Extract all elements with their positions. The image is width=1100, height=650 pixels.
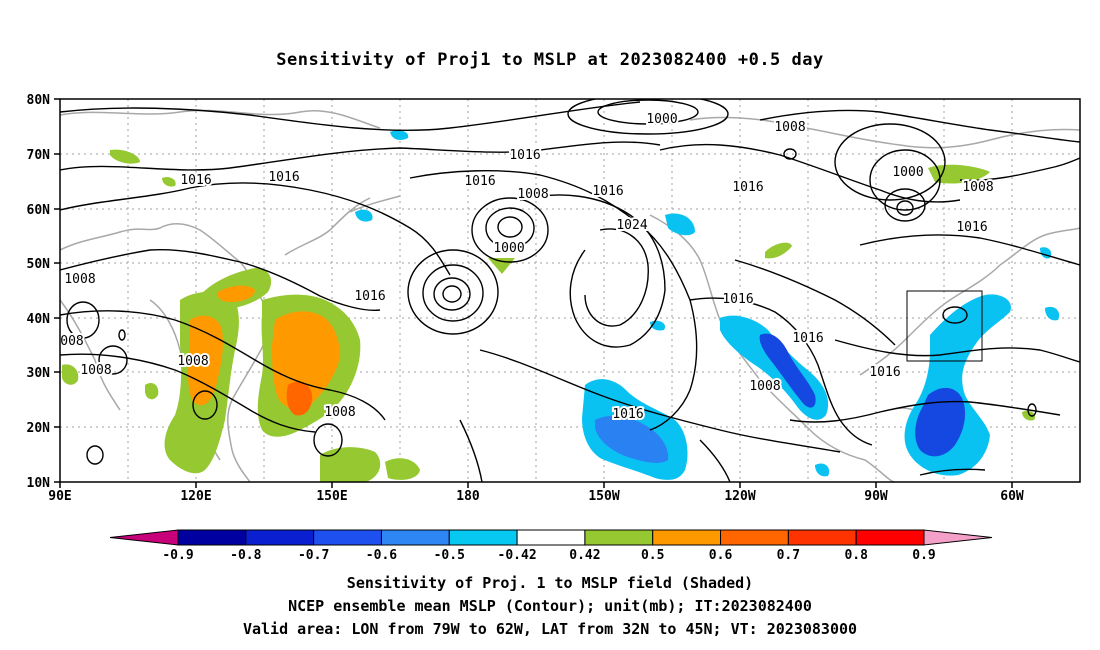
ticks [54,98,1013,488]
isobar-label: 1016 [268,170,299,185]
shade-blue-central-pacific [595,415,669,463]
isobar-label: 1008 [774,120,805,135]
shade-cyan-small-6 [1045,306,1060,321]
colorbar-segment [923,529,993,546]
isobar-label: 1008 [80,363,111,378]
shade-orange-south-china [188,315,223,406]
isobar-label: 1000 [493,241,524,256]
valid-area-box [906,290,983,362]
map-title: Sensitivity of Proj1 to MSLP at 20230824… [276,50,824,70]
colorbar-label: -0.42 [498,548,537,563]
isobar-label: 1016 [722,292,753,307]
colorbar-segment [584,529,654,546]
colorbar-label: 0.42 [569,548,600,563]
isobar-label: 1016 [732,180,763,195]
shade-cyan-small-7 [815,463,830,477]
shade-green-small-3 [62,364,79,385]
shade-green-small-1 [385,458,420,480]
isobar-label: 1008 [177,354,208,369]
colorbar-label: 0.5 [641,548,664,563]
colorbar-label: -0.9 [162,548,193,563]
isobar-label: 1016 [509,148,540,163]
lon-label-90e: 90E [48,489,71,504]
shade-green-south-pacific [320,447,381,482]
shade-green-small-4 [110,149,140,164]
shade-darkorange-west-pacific [286,381,313,416]
shade-blue-mexico-coast [759,333,816,408]
isobar-labels: 1000 1008 1016 1016 1016 1008 1000 1016 … [60,110,996,424]
shade-orange-japan [217,285,255,302]
colorbar: -0.9 -0.8 -0.7 -0.6 -0.5 -0.42 0.42 0.5 0.6 0.7 0.… [109,529,993,563]
isobar-label: 1008 [64,272,95,287]
colorbar-segment [787,529,857,546]
lon-label-120w: 120W [724,489,755,504]
colorbar-segment [516,529,586,546]
isobar-label: 1016 [180,173,211,188]
colorbar-segment [313,529,382,546]
lat-labels: 80N 70N 60N 50N 40N 30N 20N 10N [27,93,51,491]
lat-label-20n: 20N [27,421,51,436]
colorbar-label: -0.7 [298,548,329,563]
lat-label-10n: 10N [27,476,51,491]
isobar-label: 1008 [749,379,780,394]
lon-label-120e: 120E [180,489,211,504]
shade-cyan-small-2 [355,209,373,222]
lat-label-70n: 70N [27,148,51,163]
colorbar-label: 0.9 [912,548,935,563]
isobar-label: 1008 [324,405,355,420]
colorbar-segment [855,529,925,546]
caption-line-3: Valid area: LON from 79W to 62W, LAT fro… [242,620,858,638]
isobar-label: 1016 [869,365,900,380]
isobar-label: 1016 [792,331,823,346]
colorbar-label: -0.8 [230,548,261,563]
mslp-contours [60,99,1080,482]
isobar-label: 1016 [354,289,385,304]
lat-label-50n: 50N [27,257,51,272]
shade-cyan-small-3 [665,213,695,236]
isobar-label: 1008 [517,187,548,202]
caption-line-1: Sensitivity of Proj. 1 to MSLP field (Sh… [346,574,754,592]
isobar-label: 1024 [616,218,647,233]
shade-blue-atlantic [915,387,966,457]
lon-label-60w: 60W [1000,489,1024,504]
colorbar-label: 0.6 [709,548,733,563]
lon-label-90w: 90W [864,489,888,504]
lon-label-150w: 150W [588,489,619,504]
isobar-label: 1016 [956,220,987,235]
colorbar-segment [109,529,179,546]
isobar-label: 1000 [892,165,923,180]
lon-label-180: 180 [456,489,480,504]
shade-green-small-5 [162,177,176,187]
lat-label-30n: 30N [27,366,51,381]
lat-label-60n: 60N [27,203,51,218]
shade-green-small-7 [765,242,792,259]
shade-green-small-2 [145,383,159,400]
isobar-label: 1016 [592,184,623,199]
colorbar-label: -0.5 [434,548,465,563]
isobar-label: 1016 [464,174,495,189]
isobar-label: 1000 [646,112,677,127]
colorbar-segment [720,529,789,546]
colorbar-label: 0.7 [777,548,800,563]
shade-green-small-9 [1022,410,1036,421]
isobar-label: 1008 [962,180,993,195]
lon-labels: 90E 120E 150E 180 150W 120W 90W 60W [48,489,1024,504]
colorbar-label: 0.8 [844,548,868,563]
isobar-label: 1016 [612,407,643,422]
isobar-label: 008 [60,334,83,349]
colorbar-segment [448,529,518,546]
colorbar-label: -0.6 [366,548,397,563]
caption-line-2: NCEP ensemble mean MSLP (Contour); unit(… [288,597,812,615]
colorbar-segment [380,529,450,546]
lat-label-40n: 40N [27,312,51,327]
lon-label-150e: 150E [316,489,347,504]
colorbar-segment [245,529,315,546]
shade-cyan-small-1 [390,130,409,140]
colorbar-segment [177,529,247,546]
lat-label-80n: 80N [27,93,51,108]
plot-frame [59,98,1081,483]
colorbar-segment [652,529,722,546]
